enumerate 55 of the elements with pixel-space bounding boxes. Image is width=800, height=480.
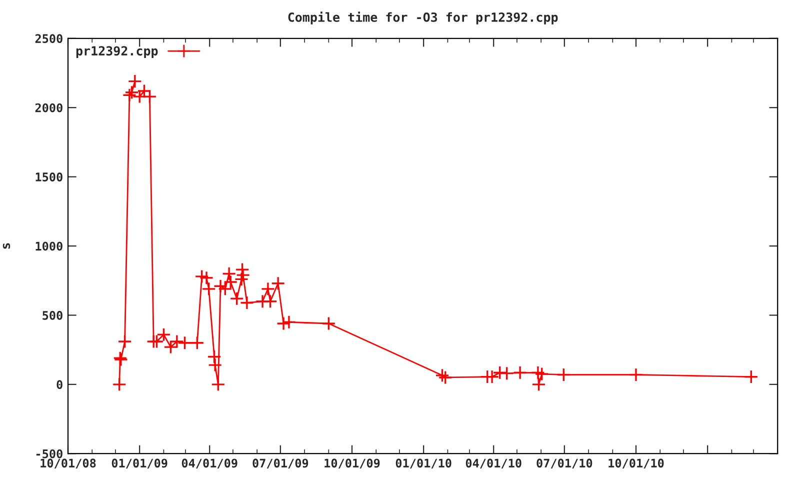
point: [213, 279, 228, 294]
point: [142, 89, 157, 104]
y-tick-label: 1000: [36, 242, 62, 251]
y-tick-label: -500: [36, 449, 62, 458]
point: [199, 270, 214, 285]
point: [556, 368, 571, 382]
x-tick-label: 10/01/08: [40, 458, 96, 469]
point: [628, 368, 644, 382]
point: [534, 366, 549, 382]
x-tick-label: 07/01/09: [252, 458, 308, 469]
point: [190, 336, 204, 350]
point: [124, 85, 139, 100]
point: [222, 266, 236, 281]
point: [202, 282, 216, 296]
point: [500, 366, 514, 380]
point: [532, 377, 546, 392]
point: [438, 370, 452, 385]
y-tick-label: 1500: [36, 172, 62, 182]
point: [435, 368, 450, 382]
point: [236, 268, 250, 282]
point: [230, 292, 244, 306]
point: [122, 88, 137, 102]
x-tick-label: 10/01/10: [608, 458, 664, 469]
point: [530, 366, 546, 380]
point: [194, 269, 209, 284]
point: [208, 358, 222, 372]
point: [207, 350, 222, 364]
y-tick-label: 2000: [35, 103, 62, 112]
x-tick-label: 07/01/10: [536, 458, 592, 469]
point: [276, 316, 291, 331]
point: [118, 334, 132, 349]
point: [112, 377, 126, 392]
x-tick-label: 10/01/09: [324, 458, 380, 469]
point: [282, 315, 296, 330]
point: [128, 74, 142, 88]
x-tick-label: 04/01/09: [182, 458, 238, 469]
legend-label: pr12392.cpp: [76, 46, 158, 58]
point: [744, 370, 758, 384]
point: [234, 272, 249, 286]
point: [240, 296, 254, 310]
point: [211, 377, 226, 392]
x-tick-label: 01/01/09: [112, 458, 168, 469]
y-tick-label: 2500: [35, 34, 62, 44]
y-tick-label: 500: [42, 310, 62, 320]
y-tick-label: 0: [56, 380, 62, 390]
point: [322, 316, 336, 331]
chart-title: Compile time for -O3 for pr12392.cpp: [288, 12, 558, 24]
point: [270, 276, 286, 290]
x-tick-label: 01/01/10: [396, 458, 452, 469]
y-axis-title: s: [2, 243, 10, 249]
point: [263, 294, 278, 308]
point: [178, 336, 192, 350]
point: [260, 282, 276, 296]
x-tick-label: 04/01/10: [466, 458, 522, 469]
point: [512, 366, 528, 380]
